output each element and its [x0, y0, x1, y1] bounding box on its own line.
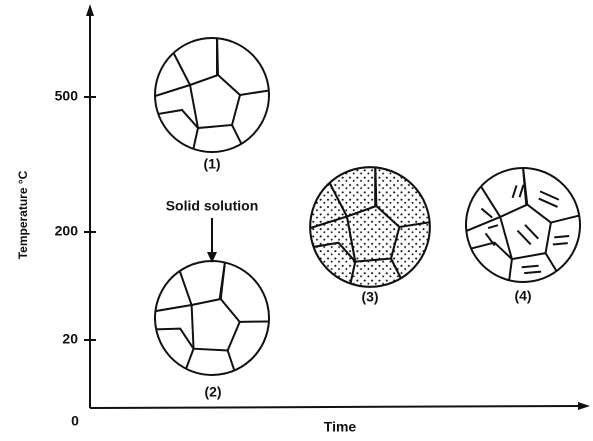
grain-structure	[297, 164, 434, 290]
grain-structure	[134, 249, 279, 386]
y-tick-label: 200	[55, 223, 79, 239]
arrow	[207, 218, 217, 263]
origin-label: 0	[71, 413, 79, 429]
structure-label: (1)	[203, 156, 220, 172]
structure-label: (4)	[514, 288, 531, 304]
annotation: Solid solution	[166, 198, 259, 214]
grain-structure	[448, 160, 588, 291]
y-tick-label: 20	[62, 331, 78, 347]
x-axis-label: Time	[324, 419, 357, 435]
axes	[84, 4, 590, 410]
y-tick-label: 500	[55, 88, 79, 104]
y-axis-label: Temperature °C	[16, 170, 30, 259]
grain-structure	[142, 35, 272, 155]
structure-label: (3)	[361, 289, 378, 305]
structure-label: (2)	[204, 384, 221, 400]
